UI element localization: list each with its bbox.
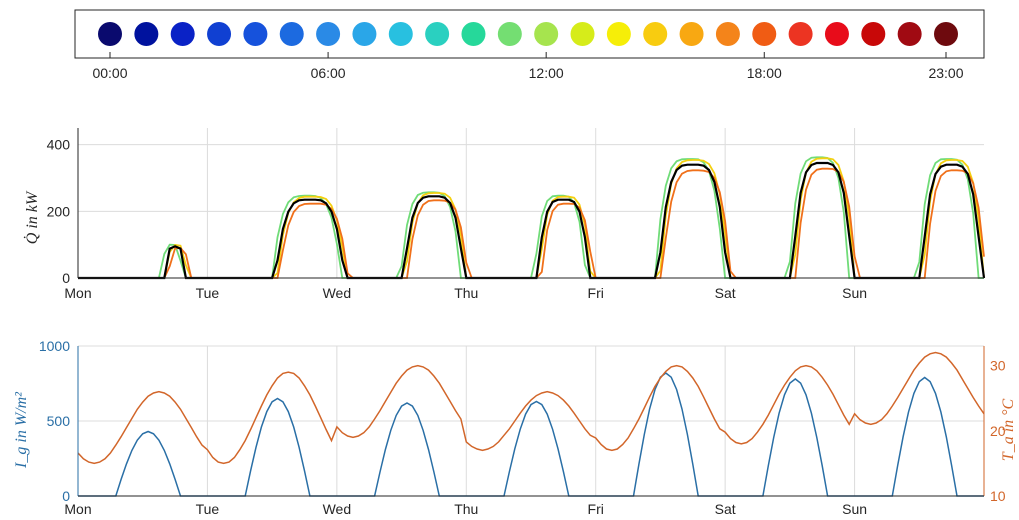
colorbar-tick-2: 12:00 <box>529 65 564 81</box>
heat-load-ytick-1: 200 <box>47 203 71 219</box>
colorbar-tick-3: 18:00 <box>747 65 782 81</box>
colorbar-dot-7 <box>352 22 377 46</box>
colorbar-dot-20 <box>824 22 849 46</box>
colorbar-dot-4 <box>243 22 268 46</box>
colorbar-dot-5 <box>279 22 304 46</box>
colorbar-dot-10 <box>461 22 486 46</box>
heat-load-series <box>78 156 986 280</box>
irradiance-xtick-0: Mon <box>64 501 91 517</box>
colorbar-dot-18 <box>752 22 777 46</box>
irradiance-y-label: I_g in W/m² <box>13 391 30 469</box>
irradiance-xtick-6: Sun <box>842 501 867 517</box>
irradiance-xtick-4: Fri <box>588 501 604 517</box>
colorbar-dot-16 <box>679 22 704 46</box>
irradiance-temperature-panel: 0 500 1000 10 20 30 Mon Tue Wed Thu Fri Sat Sun I_g … <box>13 338 1017 517</box>
irradiance-ytick-2: 1000 <box>39 338 70 354</box>
heat-load-xtick-1: Tue <box>196 285 220 301</box>
colorbar-dot-15 <box>643 22 668 46</box>
temperature-ytick-0: 10 <box>990 488 1006 504</box>
colorbar-dot-2 <box>170 22 195 46</box>
colorbar-tick-0: 00:00 <box>92 65 127 81</box>
heat-load-line-1 <box>78 156 984 279</box>
irradiance-xtick-2: Wed <box>323 501 352 517</box>
irradiance-line <box>78 372 984 497</box>
colorbar-dot-22 <box>897 22 922 46</box>
colorbar-dot-12 <box>534 22 559 46</box>
irradiance-xtick-1: Tue <box>196 501 220 517</box>
colorbar-dot-6 <box>316 22 341 46</box>
heat-load-xtick-2: Wed <box>323 285 352 301</box>
heat-load-xtick-0: Mon <box>64 285 91 301</box>
colorbar-dot-0 <box>98 22 122 46</box>
temperature-ytick-1: 20 <box>990 423 1006 439</box>
colorbar-dot-13 <box>570 22 595 46</box>
colorbar-dot-23 <box>934 22 958 46</box>
colorbar-tick-1: 06:00 <box>311 65 346 81</box>
irradiance-ytick-1: 500 <box>47 413 71 429</box>
colorbar-dot-17 <box>715 22 740 46</box>
colorbar-dots <box>98 22 958 46</box>
irradiance-temperature-axes: 0 500 1000 10 20 30 Mon Tue Wed Thu Fri Sat Sun <box>39 338 1006 517</box>
heat-load-xtick-5: Sat <box>715 285 736 301</box>
heat-load-xtick-3: Thu <box>454 285 478 301</box>
heat-load-ytick-2: 400 <box>47 137 71 153</box>
heat-load-axes: 0 200 400 Mon Tue Wed Thu Fri Sat Sun <box>47 128 984 301</box>
heat-load-xtick-6: Sun <box>842 285 867 301</box>
temperature-y-label: T_a in °C <box>1000 398 1017 461</box>
colorbar-dot-9 <box>425 22 450 46</box>
colorbar-dot-1 <box>134 22 159 46</box>
colorbar-dot-14 <box>606 22 631 46</box>
colorbar-dot-19 <box>788 22 813 46</box>
colorbar-dot-21 <box>861 22 886 46</box>
irradiance-temperature-series <box>77 351 985 497</box>
colorbar-dot-11 <box>497 22 522 46</box>
colorbar-dot-8 <box>388 22 413 46</box>
temperature-line <box>77 351 985 465</box>
irradiance-ytick-0: 0 <box>62 488 70 504</box>
colorbar-tick-4: 23:00 <box>928 65 963 81</box>
temperature-ytick-2: 30 <box>990 358 1006 374</box>
colorbar-dot-3 <box>207 22 232 46</box>
heat-load-xtick-4: Fri <box>588 285 604 301</box>
hour-colorbar: 00:00 06:00 12:00 18:00 23:00 <box>74 9 985 81</box>
heat-load-ytick-0: 0 <box>62 270 70 286</box>
colorbar-ticks: 00:00 06:00 12:00 18:00 23:00 <box>92 52 964 81</box>
heat-load-y-label: Q̇ in kW <box>23 190 41 244</box>
irradiance-xtick-3: Thu <box>454 501 478 517</box>
heat-load-panel: 0 200 400 Mon Tue Wed Thu Fri Sat Sun Q̇ in kW <box>23 128 986 301</box>
irradiance-xtick-5: Sat <box>715 501 736 517</box>
